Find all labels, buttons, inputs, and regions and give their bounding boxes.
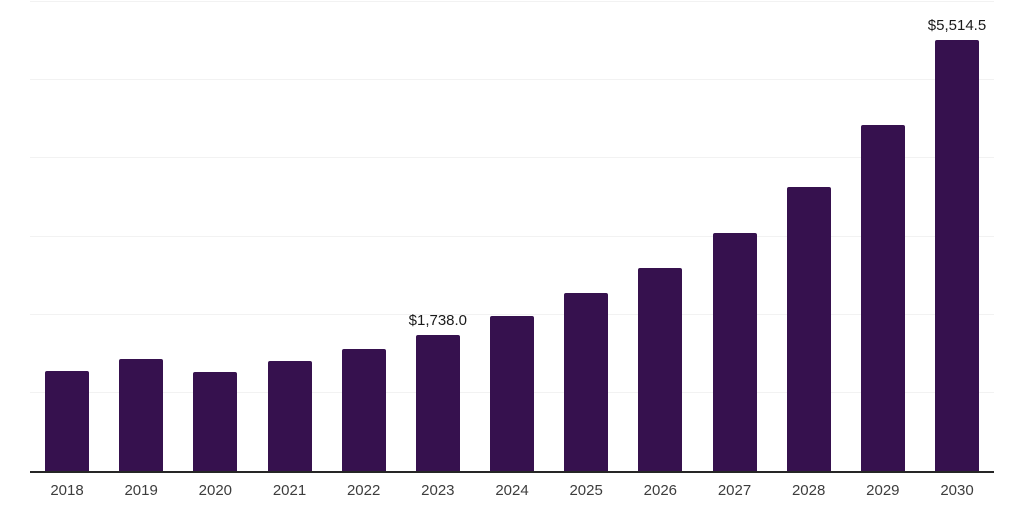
- x-axis-tick-labels: 2018 2019 2020 2021 2022 2023 2024 2025 2026 2027…: [30, 482, 994, 502]
- bar-2025: [564, 293, 609, 471]
- bar-2026: [638, 268, 683, 471]
- gridline-2000: [30, 313, 994, 315]
- x-tick-2030: 2030: [940, 482, 974, 499]
- bar-2023: [415, 335, 460, 471]
- x-tick-2029: 2029: [866, 482, 900, 499]
- bar-2018: [45, 370, 89, 471]
- x-tick-2018: 2018: [50, 482, 84, 499]
- bar-2027: [712, 232, 757, 471]
- x-tick-2027: 2027: [717, 482, 752, 499]
- x-tick-2021: 2021: [272, 482, 307, 499]
- gridline-5000: [30, 79, 994, 81]
- plot-area: $1,738.0 $5,514.5: [30, 1, 994, 473]
- bar-2028: [786, 186, 831, 471]
- x-tick-2019: 2019: [124, 482, 158, 499]
- data-label-2030: $5,514.5: [927, 16, 987, 34]
- data-label-2023: $1,738.0: [408, 312, 468, 330]
- bar-2021: [267, 361, 312, 471]
- x-tick-2020: 2020: [198, 482, 233, 499]
- x-tick-2028: 2028: [791, 482, 826, 499]
- x-tick-2023: 2023: [421, 482, 455, 499]
- bar-2020: [193, 372, 238, 471]
- x-tick-2026: 2026: [643, 482, 678, 499]
- bar-2022: [341, 349, 386, 471]
- gridline-6000: [30, 1, 994, 2]
- bar-2019: [119, 359, 164, 471]
- x-tick-2024: 2024: [495, 482, 529, 499]
- gridline-3000: [30, 235, 994, 237]
- bar-2030: [935, 39, 979, 471]
- x-tick-2022: 2022: [346, 482, 381, 499]
- bar-2024: [490, 316, 534, 471]
- x-tick-2025: 2025: [569, 482, 603, 499]
- gridline-4000: [30, 157, 994, 159]
- bar-2029: [860, 125, 905, 471]
